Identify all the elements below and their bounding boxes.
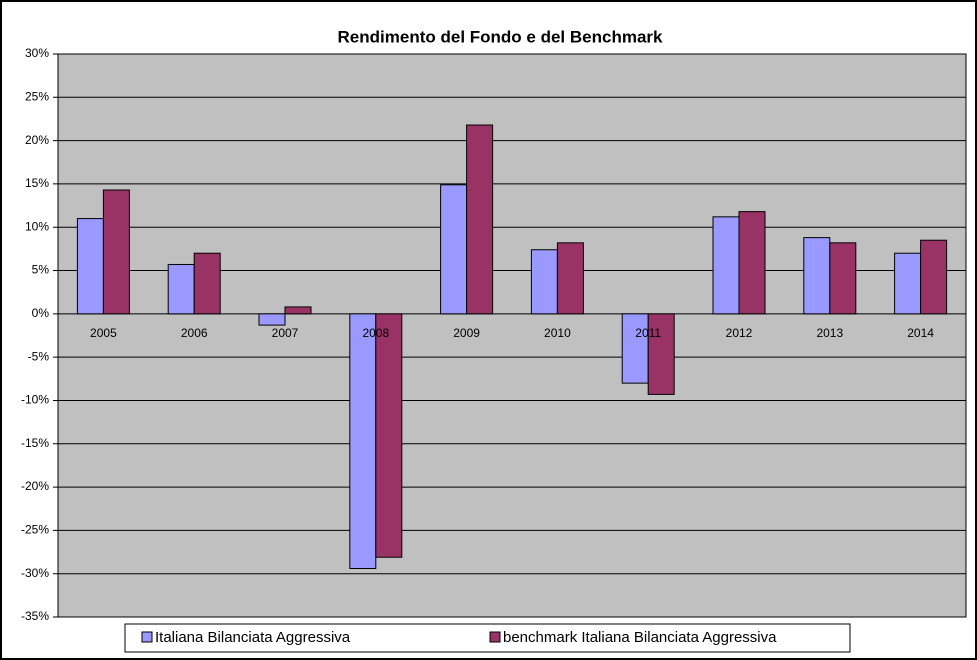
bar xyxy=(530,249,558,315)
bar xyxy=(349,313,377,569)
y-tick-label: 25% xyxy=(25,89,49,103)
bar xyxy=(803,237,831,315)
y-tick-label: 5% xyxy=(32,263,50,277)
bar xyxy=(167,263,195,315)
x-tick-label: 2009 xyxy=(453,326,480,340)
bar xyxy=(647,313,675,395)
bar xyxy=(712,216,740,315)
bar xyxy=(466,124,494,315)
y-tick-label: 10% xyxy=(25,219,49,233)
x-tick-label: 2013 xyxy=(816,326,843,340)
legend-swatch xyxy=(489,631,501,643)
y-tick-label: 0% xyxy=(32,306,50,320)
bar xyxy=(738,211,766,315)
bar xyxy=(894,252,922,315)
y-tick-label: -20% xyxy=(21,479,49,493)
bar xyxy=(193,252,221,315)
y-tick-label: -25% xyxy=(21,523,49,537)
x-tick-label: 2010 xyxy=(544,326,571,340)
bar xyxy=(556,242,584,315)
x-tick-label: 2006 xyxy=(181,326,208,340)
y-tick-label: 15% xyxy=(25,176,49,190)
y-tick-label: -5% xyxy=(28,349,50,363)
y-tick-label: 30% xyxy=(25,46,49,60)
bar xyxy=(829,242,857,315)
y-tick-label: 20% xyxy=(25,133,49,147)
x-tick-label: 2008 xyxy=(362,326,389,340)
bar xyxy=(621,313,649,384)
x-tick-label: 2014 xyxy=(907,326,934,340)
y-tick-label: -35% xyxy=(21,609,49,623)
bar xyxy=(76,218,104,315)
y-tick-label: -15% xyxy=(21,436,49,450)
bar xyxy=(258,313,286,326)
x-tick-label: 2005 xyxy=(90,326,117,340)
x-tick-label: 2012 xyxy=(726,326,753,340)
bar xyxy=(284,306,312,315)
legend-label: benchmark Italiana Bilanciata Aggressiva xyxy=(503,629,777,646)
plot-area xyxy=(57,53,967,618)
bar xyxy=(920,239,948,315)
legend xyxy=(124,623,851,653)
x-tick-label: 2011 xyxy=(635,326,661,340)
bar xyxy=(440,184,468,315)
x-tick-label: 2007 xyxy=(272,326,299,340)
chart-title: Rendimento del Fondo e del Benchmark xyxy=(338,27,663,46)
bar xyxy=(375,313,403,558)
legend-swatch xyxy=(141,631,153,643)
bar xyxy=(102,189,130,315)
y-tick-label: -30% xyxy=(21,566,49,580)
y-tick-label: -10% xyxy=(21,393,49,407)
legend-label: Italiana Bilanciata Aggressiva xyxy=(155,629,351,646)
